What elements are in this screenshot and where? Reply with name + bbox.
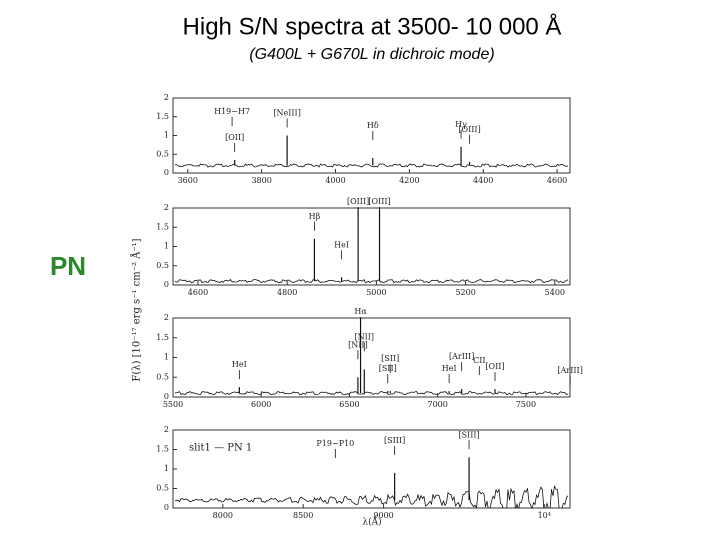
y-tick-label: 1 <box>164 353 169 362</box>
x-tick-label: 4200 <box>399 176 419 185</box>
x-tick-label: 8000 <box>213 511 233 520</box>
y-tick-label: 1.5 <box>156 112 169 121</box>
x-tick-label: 10⁴ <box>538 511 551 520</box>
y-tick-label: 1 <box>164 242 169 251</box>
y-tick-label: 0 <box>164 392 169 401</box>
line-label: [OII] <box>485 362 504 371</box>
line-label: [SII] <box>379 364 397 373</box>
x-tick-label: 5500 <box>163 400 183 409</box>
y-tick-label: 0 <box>164 280 169 289</box>
x-tick-label: 7000 <box>427 400 447 409</box>
y-tick-label: 1.5 <box>156 445 169 454</box>
y-tick-label: 0 <box>164 168 169 177</box>
y-tick-label: 2 <box>164 203 169 212</box>
x-axis-label: λ(Å) <box>362 516 381 528</box>
line-label: [OIII] <box>347 197 369 206</box>
panel-annotation: slit1 — PN 1 <box>189 443 252 454</box>
y-tick-label: 2 <box>164 93 169 102</box>
line-label: HeI <box>442 364 457 373</box>
continuum <box>174 485 569 508</box>
slide-subtitle: (G400L + G670L in dichroic mode) <box>249 46 494 63</box>
line-label: [NeIII] <box>273 109 300 118</box>
y-tick-label: 1 <box>164 131 169 140</box>
y-tick-label: 1 <box>164 464 169 473</box>
line-label: [SIII] <box>458 430 479 439</box>
x-tick-label: 8500 <box>293 511 313 520</box>
y-tick-label: 1.5 <box>156 222 169 231</box>
line-label: [OII] <box>225 133 244 142</box>
x-tick-label: 3800 <box>251 176 271 185</box>
y-tick-label: 2 <box>164 425 169 434</box>
continuum <box>174 278 569 284</box>
line-label: [OIII] <box>368 197 390 206</box>
line-label: [NII] <box>354 332 374 341</box>
side-label: PN <box>50 251 86 281</box>
line-label: [ArIII] <box>558 366 583 375</box>
x-tick-label: 4600 <box>188 288 208 297</box>
line-label: CII <box>473 356 485 365</box>
x-tick-label: 4600 <box>547 176 567 185</box>
x-tick-label: 3600 <box>178 176 198 185</box>
y-tick-label: 0.5 <box>156 372 169 381</box>
line-label: [SIII] <box>384 436 405 445</box>
line-label: H19−H7 <box>214 107 250 116</box>
line-label: HeI <box>334 240 349 249</box>
panel-frame <box>172 207 571 286</box>
line-label: [ArIII] <box>449 352 474 361</box>
slide-title: High S/N spectra at 3500- 10 000 Å <box>183 12 562 40</box>
y-tick-label: 0.5 <box>156 261 169 270</box>
line-label: [NII] <box>348 340 368 349</box>
x-tick-label: 7500 <box>516 400 536 409</box>
line-label: Hγ <box>455 120 467 129</box>
line-label: HeI <box>232 360 247 369</box>
y-tick-label: 0.5 <box>156 484 169 493</box>
y-tick-label: 2 <box>164 313 169 322</box>
x-tick-label: 6500 <box>339 400 359 409</box>
line-label: [OIII] <box>458 125 480 134</box>
line-label: Hδ <box>367 121 379 130</box>
line-label: [SII] <box>381 354 399 363</box>
x-tick-label: 5200 <box>455 288 475 297</box>
panel-frame <box>172 317 571 398</box>
y-tick-label: 0 <box>164 503 169 512</box>
x-tick-label: 4400 <box>473 176 493 185</box>
y-axis-label: F(λ) [10⁻¹⁷ erg s⁻¹ cm⁻² Å⁻¹] <box>131 238 143 381</box>
x-tick-label: 4800 <box>277 288 297 297</box>
y-tick-label: 0.5 <box>156 149 169 158</box>
x-tick-label: 6000 <box>251 400 271 409</box>
line-label: P19−P10 <box>316 439 354 448</box>
continuum <box>174 390 569 396</box>
continuum <box>174 163 569 168</box>
x-tick-label: 4000 <box>325 176 345 185</box>
line-label: Hα <box>354 307 367 316</box>
line-label: Hβ <box>309 212 321 221</box>
x-tick-label: 5000 <box>366 288 386 297</box>
y-tick-label: 1.5 <box>156 333 169 342</box>
x-tick-label: 5400 <box>545 288 565 297</box>
x-tick-label: 9000 <box>373 511 393 520</box>
